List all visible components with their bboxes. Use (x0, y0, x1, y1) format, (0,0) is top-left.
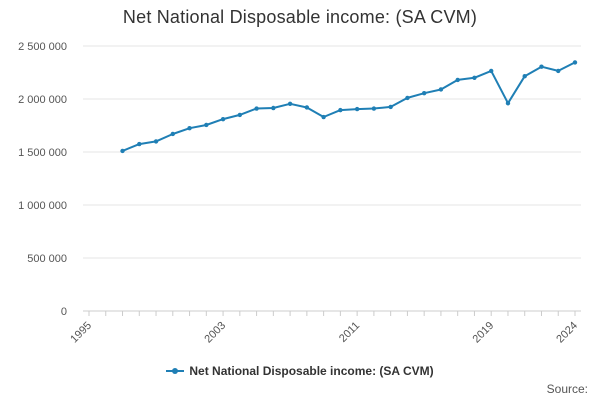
data-point (287, 101, 293, 106)
data-point (421, 90, 427, 96)
y-tick-label: 2 000 000 (18, 94, 67, 106)
data-point (271, 105, 276, 111)
data-point (237, 112, 243, 118)
y-tick-label: 500 000 (27, 253, 67, 265)
data-point (187, 125, 192, 131)
data-point (338, 107, 343, 113)
x-tick-label: 2011 (337, 320, 362, 345)
data-point (137, 141, 142, 147)
legend[interactable]: Net National Disposable income: (SA CVM) (0, 364, 600, 378)
data-point (120, 148, 125, 154)
legend-swatch (166, 366, 185, 376)
source-label: Source: (546, 382, 588, 396)
x-axis-labels: 1995 2003 2011 2019 2024 (68, 320, 580, 346)
data-point (170, 131, 175, 137)
data-point (556, 68, 561, 74)
data-point (455, 77, 460, 83)
x-tick-label: 2019 (471, 320, 497, 346)
y-axis-labels: 0 500 000 1 000 000 1 500 000 2 000 000 2 500… (18, 41, 67, 318)
data-point (354, 106, 360, 112)
data-point (204, 122, 209, 128)
x-tick-label: 1995 (68, 320, 94, 346)
data-point (489, 68, 494, 74)
data-point (153, 139, 159, 144)
gridlines (83, 45, 581, 259)
data-point (254, 106, 259, 111)
data-point (438, 87, 444, 92)
y-tick-label: 2 500 000 (18, 41, 67, 53)
x-axis (83, 310, 581, 316)
data-point (388, 104, 393, 110)
data-point (321, 114, 326, 120)
data-point (572, 60, 578, 65)
data-point (539, 64, 544, 69)
y-tick-label: 1 500 000 (18, 147, 67, 159)
data-point (522, 74, 527, 79)
data-point (371, 106, 377, 111)
series-group (120, 60, 578, 154)
data-point (304, 105, 310, 110)
x-tick-label: 2003 (202, 320, 228, 346)
series-line (122, 61, 576, 152)
legend-marker (172, 368, 179, 374)
data-point (505, 101, 511, 106)
x-tick-label: 2024 (554, 320, 580, 346)
chart-title: Net National Disposable income: (SA CVM) (122, 7, 478, 27)
data-point (472, 75, 477, 81)
y-tick-label: 0 (61, 306, 67, 318)
data-point (405, 95, 410, 101)
data-point (220, 116, 226, 122)
legend-label: Net National Disposable income: (SA CVM) (189, 364, 434, 378)
y-tick-label: 1 000 000 (18, 200, 67, 212)
